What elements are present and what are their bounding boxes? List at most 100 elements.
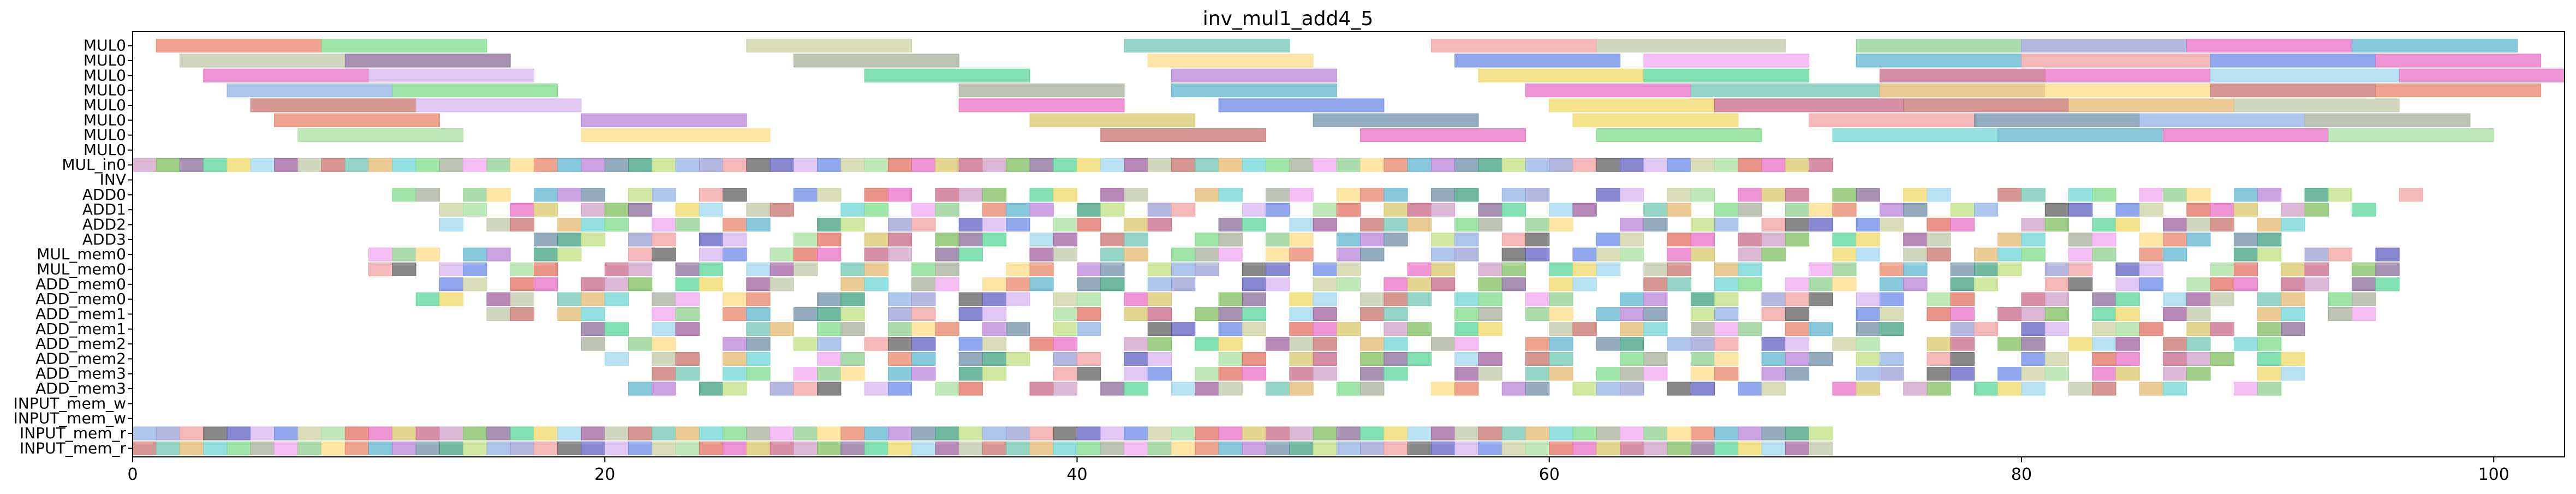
gantt-bar bbox=[604, 352, 629, 366]
gantt-bar bbox=[628, 262, 653, 277]
gantt-bar bbox=[1879, 277, 1904, 291]
y-tick-label: ADD_mem0 bbox=[35, 275, 126, 293]
gantt-bar bbox=[793, 382, 818, 396]
gantt-bar bbox=[1313, 113, 1479, 127]
gantt-bar bbox=[1313, 337, 1337, 351]
gantt-bar bbox=[935, 262, 959, 277]
gantt-bar bbox=[1147, 203, 1172, 217]
gantt-bar bbox=[321, 158, 345, 172]
gantt-bar bbox=[510, 277, 534, 291]
gantt-bar bbox=[604, 203, 629, 217]
gantt-bar bbox=[840, 426, 865, 441]
gantt-bar bbox=[156, 426, 181, 441]
gantt-bar bbox=[1124, 292, 1148, 306]
gantt-bar bbox=[1903, 262, 1928, 277]
gantt-bar bbox=[203, 158, 228, 172]
gantt-bar bbox=[1856, 292, 1880, 306]
gantt-bar bbox=[1171, 262, 1196, 277]
y-tick-label: INV bbox=[100, 171, 126, 189]
gantt-bar bbox=[1454, 322, 1479, 336]
gantt-bar bbox=[864, 247, 889, 261]
gantt-bar bbox=[1997, 233, 2022, 247]
y-tick-label: INPUT_mem_w bbox=[14, 409, 126, 427]
y-tick-label: ADD2 bbox=[82, 216, 126, 234]
gantt-bar bbox=[1053, 292, 1077, 306]
gantt-bar bbox=[203, 441, 228, 455]
gantt-bar bbox=[533, 247, 558, 261]
gantt-bar bbox=[1029, 233, 1054, 247]
gantt-bar bbox=[628, 337, 653, 351]
gantt-bar bbox=[911, 322, 936, 336]
gantt-bar bbox=[1242, 352, 1267, 366]
gantt-bar bbox=[486, 158, 511, 172]
gantt-bar bbox=[463, 441, 487, 455]
gantt-bar bbox=[2233, 382, 2258, 396]
gantt-bar bbox=[250, 441, 275, 455]
gantt-bar bbox=[1430, 382, 1456, 396]
gantt-bar bbox=[1006, 441, 1030, 455]
gantt-bar bbox=[1454, 441, 1479, 455]
gantt-bar bbox=[156, 39, 322, 53]
gantt-bar bbox=[1430, 277, 1456, 291]
gantt-bar bbox=[557, 233, 582, 247]
gantt-bar bbox=[1690, 217, 1715, 232]
gantt-bar bbox=[1171, 382, 1196, 396]
gantt-bar bbox=[1549, 277, 1573, 291]
gantt-bar bbox=[1076, 426, 1101, 441]
gantt-bar bbox=[604, 217, 629, 232]
gantt-bar bbox=[1266, 262, 1290, 277]
gantt-bar bbox=[1761, 426, 1786, 441]
gantt-bar bbox=[817, 158, 842, 172]
gantt-bar bbox=[2163, 367, 2187, 381]
gantt-bar bbox=[1620, 352, 1644, 366]
gantt-bar bbox=[2163, 292, 2187, 306]
gantt-bar bbox=[1620, 322, 1644, 336]
gantt-bar bbox=[1242, 217, 1267, 232]
gantt-bar bbox=[1478, 68, 1644, 82]
gantt-bar bbox=[723, 352, 747, 366]
gantt-bar bbox=[510, 262, 534, 277]
gantt-bar bbox=[2092, 233, 2116, 247]
gantt-bar bbox=[887, 292, 913, 306]
gantt-bar bbox=[1147, 292, 1172, 306]
gantt-bar bbox=[746, 158, 771, 172]
gantt-bar bbox=[2399, 188, 2423, 202]
gantt-bar bbox=[1076, 441, 1101, 455]
gantt-bar bbox=[2021, 307, 2046, 321]
gantt-bar bbox=[1124, 367, 1148, 381]
gantt-bar bbox=[1809, 426, 1833, 441]
gantt-bar bbox=[1620, 292, 1644, 306]
y-tick-label: MUL_in0 bbox=[62, 156, 126, 174]
gantt-bar bbox=[1430, 188, 1456, 202]
gantt-bar bbox=[1266, 426, 1290, 441]
gantt-bar bbox=[864, 337, 889, 351]
gantt-bar bbox=[1454, 382, 1479, 396]
gantt-bar bbox=[1973, 322, 1999, 336]
gantt-bar bbox=[1006, 352, 1030, 366]
gantt-bar bbox=[1407, 322, 1432, 336]
gantt-bar bbox=[1738, 382, 1762, 396]
gantt-bar bbox=[864, 382, 889, 396]
gantt-bar bbox=[1171, 426, 1196, 441]
gantt-bar bbox=[604, 292, 629, 306]
gantt-bar bbox=[935, 158, 959, 172]
gantt-bar bbox=[415, 441, 440, 455]
gantt-bar bbox=[1525, 84, 1691, 98]
gantt-bar bbox=[2375, 53, 2542, 68]
gantt-bar bbox=[344, 426, 369, 441]
gantt-bar bbox=[1124, 307, 1148, 321]
gantt-bar bbox=[1218, 158, 1243, 172]
gantt-bar bbox=[2021, 337, 2046, 351]
gantt-bar bbox=[982, 441, 1007, 455]
gantt-bar bbox=[392, 84, 558, 98]
gantt-bar bbox=[1478, 441, 1502, 455]
gantt-bar bbox=[652, 337, 676, 351]
gantt-bar bbox=[1171, 277, 1196, 291]
gantt-bar bbox=[274, 426, 299, 441]
gantt-bar bbox=[1667, 382, 1691, 396]
gantt-bar bbox=[2163, 233, 2187, 247]
gantt-bar bbox=[817, 247, 842, 261]
gantt-bar bbox=[1029, 382, 1054, 396]
gantt-bar bbox=[746, 367, 771, 381]
gantt-bar bbox=[1313, 203, 1337, 217]
